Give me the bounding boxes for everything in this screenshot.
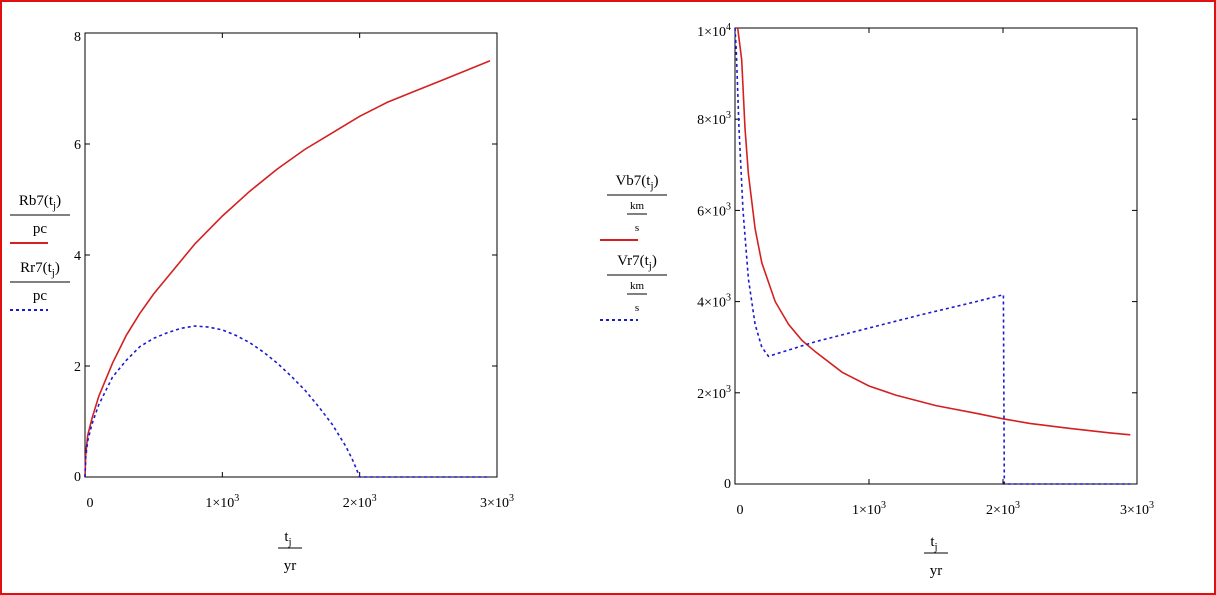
legend-numerator-1: Rb7(tj) xyxy=(19,193,61,212)
legend-denominator-1: pc xyxy=(33,221,48,237)
chart-1: 0 2 4 6 8 0 1×103 2×103 3×103 tj yr Rb7(tj) pc Rr7(tj… xyxy=(10,30,514,574)
series-line-2 xyxy=(734,27,1131,485)
legend-denominator-top-1: km xyxy=(630,200,645,212)
x-tick-label: 2×103 xyxy=(986,500,1020,518)
x-tick-label: 1×103 xyxy=(205,493,239,511)
x-tick-label: 1×103 xyxy=(852,500,886,518)
legend-numerator-2: Rr7(tj) xyxy=(20,260,60,279)
y-tick-label: 2×103 xyxy=(697,384,731,402)
x-axis-label-numerator: tj xyxy=(284,529,291,548)
x-tick-label: 3×103 xyxy=(480,493,514,511)
legend-numerator-2: Vr7(tj) xyxy=(617,253,657,272)
x-tick-label: 2×103 xyxy=(343,493,377,511)
legend-numerator-1: Vb7(tj) xyxy=(615,173,658,192)
plot-frame xyxy=(734,27,1138,485)
y-tick-label: 6 xyxy=(74,138,81,153)
series-line-1 xyxy=(84,60,491,478)
y-tick-label: 0 xyxy=(74,470,81,485)
y-tick-label: 1×104 xyxy=(697,22,731,40)
legend-denominator-bottom-1: s xyxy=(635,222,639,234)
legend-denominator-2: pc xyxy=(33,288,48,304)
x-tick-label: 0 xyxy=(87,496,94,511)
plot-frame xyxy=(84,32,498,478)
series-line-1 xyxy=(736,27,1131,436)
x-tick-label: 0 xyxy=(737,503,744,518)
y-tick-label: 8 xyxy=(74,30,81,45)
y-tick-label: 0 xyxy=(724,477,731,492)
x-axis-label-denominator: yr xyxy=(284,558,297,574)
x-tick-label: 3×103 xyxy=(1120,500,1154,518)
chart-2: 0 2×103 4×103 6×103 8×103 1×104 0 1×103 2×103 3×1… xyxy=(600,22,1154,579)
x-axis-label-numerator: tj xyxy=(930,534,937,553)
y-tick-label: 4×103 xyxy=(697,293,731,311)
y-tick-label: 4 xyxy=(74,249,81,264)
legend-denominator-bottom-2: s xyxy=(635,302,639,314)
y-tick-label: 6×103 xyxy=(697,201,731,219)
y-tick-label: 8×103 xyxy=(697,110,731,128)
series-line-2 xyxy=(84,325,491,478)
y-tick-label: 2 xyxy=(74,360,81,375)
legend-denominator-top-2: km xyxy=(630,280,645,292)
x-axis-label-denominator: yr xyxy=(930,563,943,579)
